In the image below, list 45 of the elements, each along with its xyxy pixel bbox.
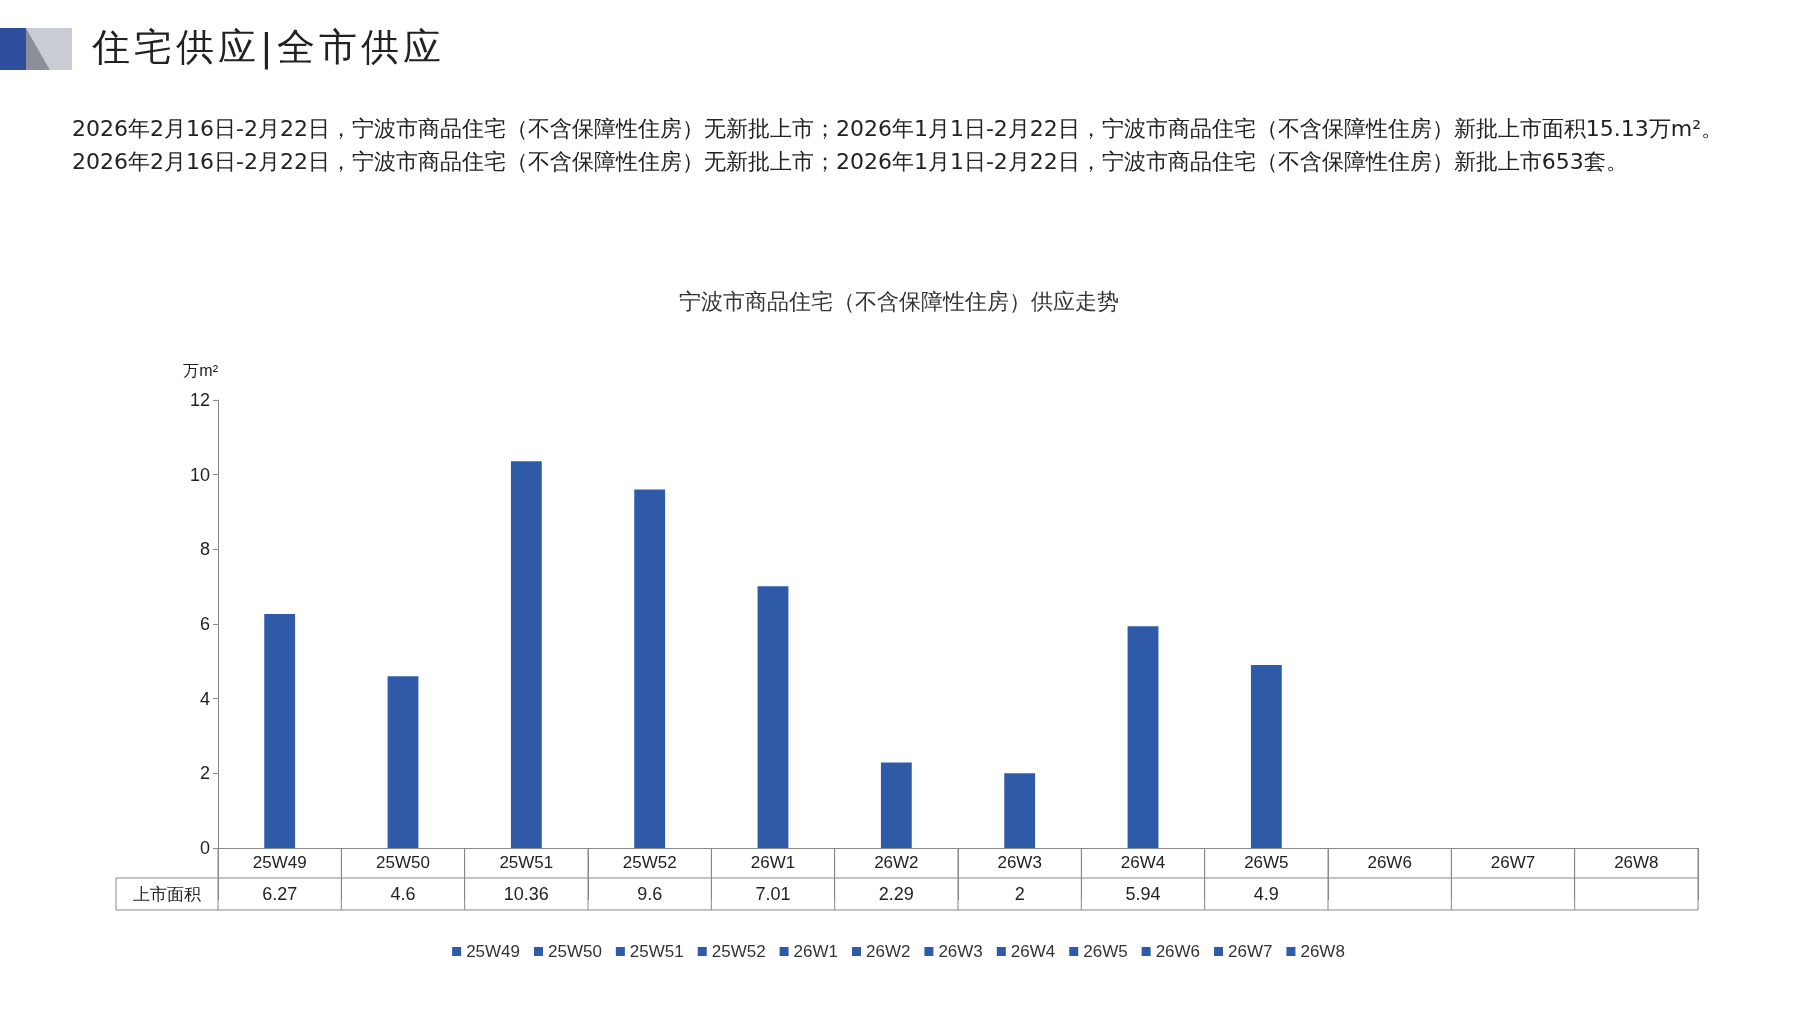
legend-label: 26W2 <box>866 942 911 961</box>
legend-label: 25W51 <box>629 942 684 961</box>
x-tick-label: 26W8 <box>1614 853 1659 872</box>
y-tick-label: 6 <box>199 614 210 634</box>
y-axis-title: 万m² <box>183 361 219 379</box>
x-tick-label: 26W1 <box>750 853 796 872</box>
y-tick-label: 8 <box>199 539 210 560</box>
data-label: 7.01 <box>755 884 791 904</box>
y-tick-label: 10 <box>189 464 210 485</box>
legend-label: 26W8 <box>1300 942 1345 961</box>
legend-label: 26W1 <box>793 942 839 961</box>
x-tick-label: 25W50 <box>376 853 430 872</box>
x-tick-label: 26W5 <box>1244 853 1289 872</box>
y-tick-label: 2 <box>199 763 210 784</box>
legend-label: 26W3 <box>938 942 983 961</box>
data-label: 4.9 <box>1253 884 1279 904</box>
data-label: 5.94 <box>1125 884 1161 904</box>
x-tick-label: 26W3 <box>997 853 1042 872</box>
y-tick-label: 0 <box>199 838 210 858</box>
data-label: 4.6 <box>390 884 416 904</box>
data-label: 2.29 <box>878 884 914 904</box>
x-tick-label: 25W51 <box>499 853 554 872</box>
x-tick-label: 25W49 <box>252 853 307 872</box>
x-tick-label: 26W2 <box>874 853 919 872</box>
x-tick-label: 26W6 <box>1367 853 1412 872</box>
legend-label: 26W5 <box>1083 942 1128 961</box>
legend-label: 25W50 <box>548 942 602 961</box>
data-label: 10.36 <box>503 884 549 904</box>
legend-label: 26W6 <box>1155 942 1201 961</box>
x-tick-label: 26W4 <box>1120 853 1166 872</box>
x-tick-label: 25W52 <box>622 853 677 872</box>
text: 住宅供应|全市供应 <box>92 24 445 72</box>
y-tick-label: 12 <box>189 390 210 410</box>
legend-label: 26W4 <box>1010 942 1056 961</box>
data-label: 9.6 <box>637 884 663 904</box>
chart-subtitle: 2026年2月16日-2月22日，宁波市商品住宅（不含保障性住房）无新批上市；2026年1月1日-2月22日，宁波市商品住宅（不含保障性住房）新批上市面积15.13万m²。2026年2月16日-2月22日，宁波市商品住宅（不含保障性住房）无新批上市；2026年1月1日-2月22日，宁波市商品住宅（不含保障性住房）新批上市653套。 <box>72 115 1725 176</box>
y-tick-label: 4 <box>199 688 210 709</box>
legend-label: 25W49 <box>466 942 521 961</box>
legend-label: 25W52 <box>711 942 766 961</box>
legend-label: 26W7 <box>1228 942 1273 961</box>
data-label: 2 <box>1014 884 1025 904</box>
chart-title: 宁波市商品住宅（不含保障性住房）供应走势 <box>678 288 1119 314</box>
text: 上市面积 <box>133 884 201 904</box>
x-tick-label: 26W7 <box>1490 853 1536 872</box>
data-label: 6.27 <box>262 884 298 904</box>
